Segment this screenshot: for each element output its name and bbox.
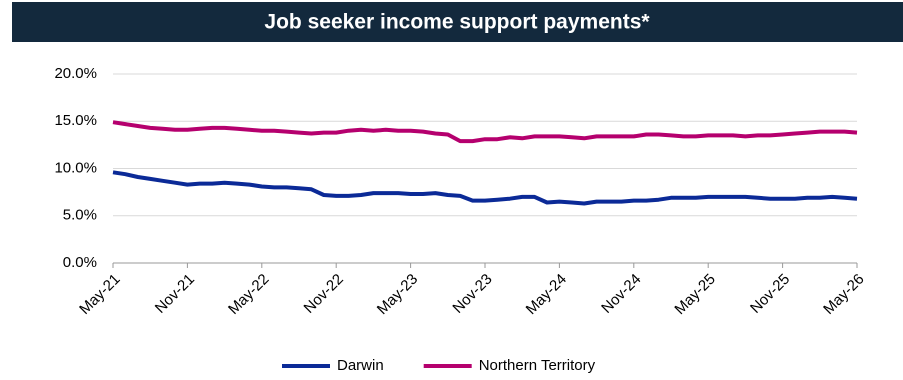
legend-label: Darwin [337, 357, 384, 374]
x-tick-label: May-21 [76, 271, 123, 318]
x-tick-label: Nov-23 [449, 271, 495, 317]
legend-label: Northern Territory [479, 357, 596, 374]
y-tick-label: 15.0% [54, 112, 97, 129]
x-tick-label: May-25 [671, 271, 718, 318]
x-tick-label: Nov-25 [747, 271, 793, 317]
y-tick-label: 0.0% [63, 254, 97, 271]
x-tick-label: May-24 [523, 271, 570, 318]
y-tick-label: 20.0% [54, 65, 97, 82]
title-bar [12, 2, 903, 42]
line-series [112, 120, 858, 144]
chart-title: Job seeker income support payments* [264, 11, 650, 34]
line-series [112, 170, 858, 206]
x-tick-label: Nov-21 [152, 271, 198, 317]
x-tick-label: Nov-24 [598, 271, 644, 317]
y-tick-label: 5.0% [63, 207, 97, 224]
x-tick-label: May-26 [820, 271, 867, 318]
x-tick-label: May-23 [374, 271, 421, 318]
x-tick-label: May-22 [225, 271, 272, 318]
x-tick-label: Nov-22 [301, 271, 347, 317]
y-tick-label: 10.0% [54, 159, 97, 176]
